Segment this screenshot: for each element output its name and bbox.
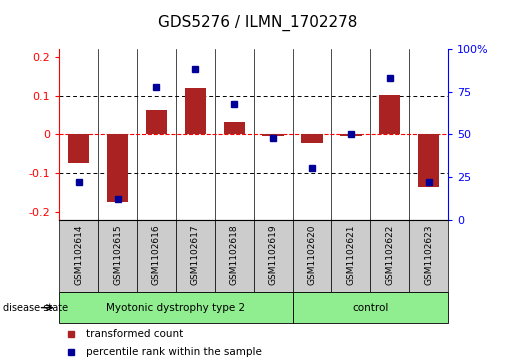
Bar (370, 220, 409, 292)
Bar (146, 110, 167, 134)
Bar (59, 220, 98, 292)
Text: disease state: disease state (3, 303, 67, 313)
Bar (293, 292, 448, 323)
Bar (293, 220, 332, 292)
Bar (184, 88, 206, 134)
Text: GSM1102621: GSM1102621 (347, 224, 355, 285)
Bar (107, 134, 128, 202)
Bar (418, 134, 439, 187)
Text: GSM1102620: GSM1102620 (307, 224, 316, 285)
Text: GSM1102615: GSM1102615 (113, 224, 122, 285)
Text: Myotonic dystrophy type 2: Myotonic dystrophy type 2 (106, 303, 246, 313)
Bar (332, 220, 370, 292)
Bar (340, 134, 362, 136)
Bar (379, 95, 401, 134)
Bar (98, 220, 137, 292)
Text: GSM1102622: GSM1102622 (385, 224, 394, 285)
Bar (137, 220, 176, 292)
Bar (262, 134, 284, 136)
Bar (176, 220, 215, 292)
Bar (68, 134, 90, 163)
Text: GSM1102614: GSM1102614 (74, 224, 83, 285)
Bar (215, 220, 253, 292)
Text: control: control (352, 303, 388, 313)
Bar (224, 122, 245, 134)
Text: percentile rank within the sample: percentile rank within the sample (87, 347, 262, 357)
Text: GDS5276 / ILMN_1702278: GDS5276 / ILMN_1702278 (158, 15, 357, 31)
Text: GSM1102616: GSM1102616 (152, 224, 161, 285)
Text: GSM1102618: GSM1102618 (230, 224, 238, 285)
Bar (409, 220, 448, 292)
Bar (59, 292, 293, 323)
Text: GSM1102619: GSM1102619 (269, 224, 278, 285)
Text: transformed count: transformed count (87, 329, 184, 339)
Text: GSM1102617: GSM1102617 (191, 224, 200, 285)
Bar (253, 220, 293, 292)
Bar (301, 134, 323, 143)
Text: GSM1102623: GSM1102623 (424, 224, 433, 285)
